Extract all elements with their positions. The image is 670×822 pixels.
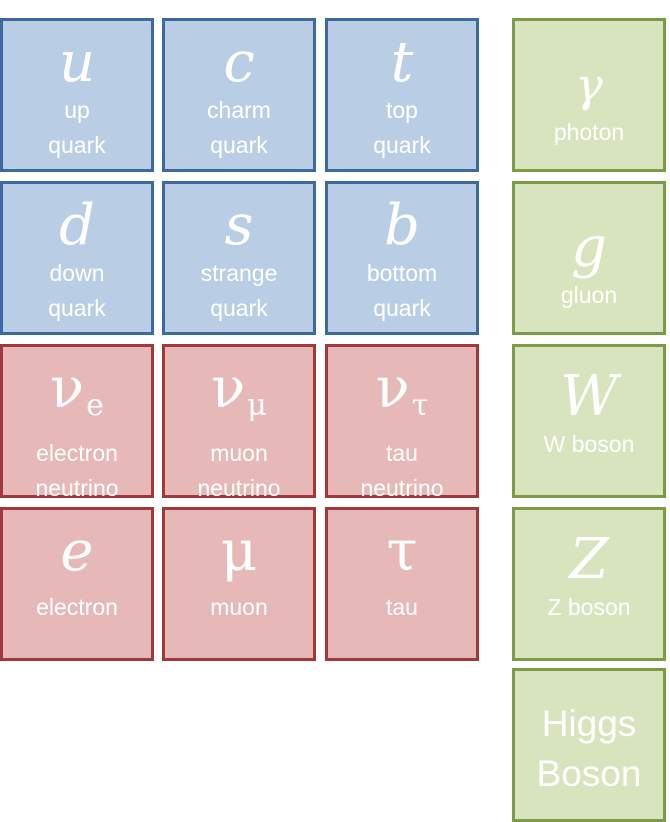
tile-top-quark: t top quark [325, 18, 479, 172]
tile-up-quark: u up quark [0, 18, 154, 172]
tile-gluon: g gluon [512, 181, 666, 335]
subscript-e: e [86, 388, 104, 423]
tile-muon: μ muon [162, 507, 316, 661]
label-line1: electron [36, 440, 118, 466]
label: gluon [560, 282, 618, 308]
symbol-g: g [571, 215, 607, 280]
tile-higgs-boson: Higgs Boson [512, 668, 666, 822]
label-line2: quark [48, 295, 106, 321]
symbol-mu: μ [220, 519, 258, 584]
label: Z boson [547, 594, 631, 620]
label-line2: Boson [536, 753, 642, 794]
subscript-tau: τ [411, 388, 429, 423]
label-line1: muon [210, 440, 268, 466]
tile-muon-neutrino: νμ muon neutrino [162, 344, 316, 501]
symbol-nu-mu: νμ [211, 359, 267, 436]
symbol-d: d [59, 193, 95, 258]
tile-tau-neutrino: ντ tau neutrino [325, 344, 479, 501]
tile-z-boson: Z Z boson [512, 507, 666, 661]
label-line2: quark [210, 132, 268, 158]
label-line1: tau [386, 440, 418, 466]
symbol-s: s [224, 193, 254, 258]
symbol-w: W [560, 364, 618, 429]
symbol-gamma: γ [575, 58, 603, 112]
label-line2: quark [373, 132, 431, 158]
label: tau [386, 594, 418, 620]
symbol-t: t [390, 30, 414, 95]
tile-bottom-quark: b bottom quark [325, 181, 479, 335]
label-line2: quark [48, 132, 106, 158]
tile-electron-neutrino: νe electron neutrino [0, 344, 154, 501]
tile-strange-quark: s strange quark [162, 181, 316, 335]
symbol-nu-tau: ντ [376, 359, 429, 436]
tile-charm-quark: c charm quark [162, 18, 316, 172]
tile-w-boson: W W boson [512, 344, 666, 498]
tile-photon: γ photon [512, 18, 666, 172]
subscript-mu: μ [247, 388, 267, 423]
symbol-nu-e: νe [50, 359, 104, 436]
label: electron [36, 594, 118, 620]
label-line1: bottom [366, 260, 438, 286]
label-line1: Higgs [541, 703, 637, 744]
symbol-nu: ν [50, 356, 85, 421]
label-line1: down [49, 260, 105, 286]
symbol-e: e [60, 519, 94, 584]
label-line2: quark [373, 295, 431, 321]
label-line2: neutrino [360, 475, 444, 501]
label: W boson [543, 431, 635, 457]
label-line1: charm [207, 97, 271, 123]
label: photon [553, 119, 625, 145]
label-line1: strange [200, 260, 278, 286]
label-line2: neutrino [35, 475, 119, 501]
symbol-u: u [58, 30, 96, 95]
tile-electron: e electron [0, 507, 154, 661]
symbol-tau: τ [386, 519, 418, 584]
symbol-c: c [223, 30, 255, 95]
symbol-nu: ν [375, 356, 410, 421]
label-line2: neutrino [197, 475, 281, 501]
label-line2: quark [210, 295, 268, 321]
tile-down-quark: d down quark [0, 181, 154, 335]
label-line1: up [64, 97, 90, 123]
symbol-b: b [384, 193, 420, 258]
symbol-nu: ν [211, 356, 246, 421]
symbol-z: Z [569, 527, 609, 592]
label: muon [210, 594, 268, 620]
tile-tau: τ tau [325, 507, 479, 661]
label-line1: top [386, 97, 418, 123]
